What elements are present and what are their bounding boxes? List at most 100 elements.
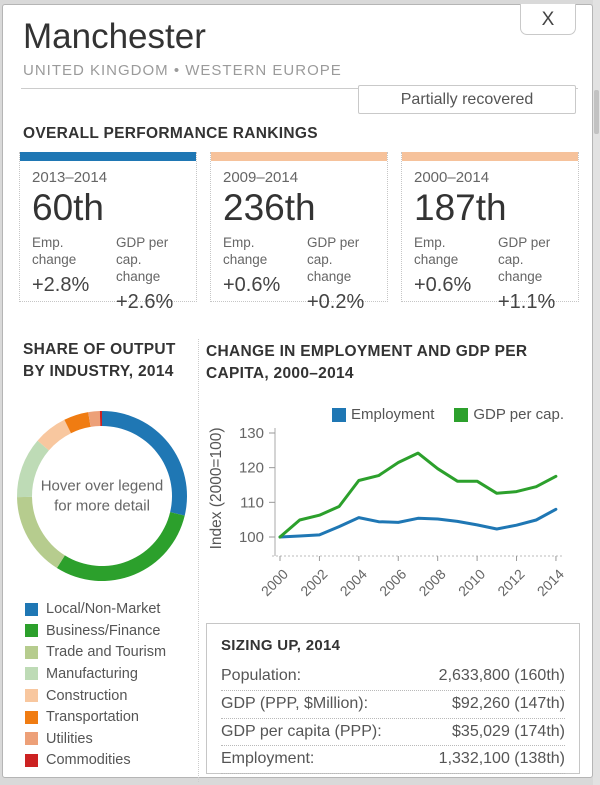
city-profile-card: X Manchester UNITED KINGDOM • WESTERN EU… <box>2 4 593 782</box>
industry-chart-title: SHARE OF OUTPUT BY INDUSTRY, 2014 <box>23 341 176 380</box>
legend-entry-label: GDP per cap. <box>473 406 564 424</box>
legend-item-trade-tourism[interactable]: Trade and Tourism <box>25 642 198 664</box>
gdp-per-cap--line <box>278 451 558 539</box>
row-label: GDP per capita (PPP): <box>221 722 382 740</box>
gdp-change-value: +1.1% <box>498 290 556 313</box>
gdp-change-value: +0.2% <box>307 290 365 313</box>
legend-item-label: Local/Non-Market <box>46 601 161 618</box>
legend-item-manufacturing[interactable]: Manufacturing <box>25 663 198 685</box>
x-tick-label: 2006 <box>376 566 409 599</box>
legend-item-label: Commodities <box>46 752 131 769</box>
table-row-gdp: GDP (PPP, $Million): $92,260 (147th) <box>221 691 565 719</box>
x-tick-label: 2014 <box>534 566 567 599</box>
legend-swatch <box>25 689 38 703</box>
row-label: GDP (PPP, $Million): <box>221 694 369 712</box>
donut-segment-commodities[interactable] <box>99 411 102 427</box>
row-value: $35,029 (174th) <box>452 722 565 740</box>
row-label: Population: <box>221 667 302 685</box>
rank-period: 2013–2014 <box>32 169 108 186</box>
legend-entry-gdp-per-cap[interactable]: GDP per cap. <box>454 406 564 423</box>
x-tick-label: 2012 <box>494 566 527 599</box>
y-tick-label: 130 <box>239 425 264 442</box>
x-tick-label: 2002 <box>297 566 330 599</box>
trend-column: CHANGE IN EMPLOYMENT AND GDP PER CAPITA,… <box>198 339 582 782</box>
rank-value: 236th <box>223 187 316 228</box>
line-chart-svg: 100 110 120 130 Index (2000=100) 2000 2002 2004… <box>208 425 567 599</box>
location-subtitle: UNITED KINGDOM • WESTERN EUROPE <box>23 62 342 79</box>
industry-legend: Local/Non-Market Business/Finance Trade … <box>25 598 198 771</box>
rank-card-2000-2014: 2000–2014 187th Emp. change +0.6% GDP pe… <box>401 152 579 313</box>
donut-segment-business-finance[interactable] <box>56 512 185 582</box>
legend-swatch <box>25 645 38 659</box>
page-title: Manchester <box>23 17 206 56</box>
row-value: 1,332,100 (138th) <box>438 750 565 768</box>
rank-period: 2000–2014 <box>414 169 490 186</box>
donut-segment-construction[interactable] <box>37 420 72 451</box>
recovery-status-button[interactable]: Partially recovered <box>358 85 576 114</box>
donut-segment-utilities[interactable] <box>88 411 101 428</box>
legend-swatch <box>25 710 38 724</box>
row-value: 2,633,800 (160th) <box>438 667 565 685</box>
sizing-up-box: SIZING UP, 2014 Population: 2,633,800 (1… <box>206 623 580 775</box>
header: Manchester UNITED KINGDOM • WESTERN EURO… <box>3 5 592 79</box>
rank-value: 60th <box>32 187 105 228</box>
emp-change-value: +2.8% <box>32 273 90 296</box>
legend-entry-label: Employment <box>351 406 435 424</box>
emp-change-value: +0.6% <box>223 273 281 296</box>
row-value: $92,260 (147th) <box>452 694 565 712</box>
donut-svg <box>17 411 187 582</box>
legend-swatch <box>25 667 38 681</box>
legend-swatch <box>25 602 38 616</box>
legend-item-label: Trade and Tourism <box>46 644 167 661</box>
donut-center-hint: Hover over legend for more detail <box>40 477 164 515</box>
rank-card-accent-bar <box>20 152 196 161</box>
industry-donut-chart: Hover over legend for more detail <box>16 410 188 582</box>
legend-item-commodities[interactable]: Commodities <box>25 750 198 772</box>
line-chart-legend: Employment GDP per cap. <box>206 406 564 423</box>
row-label: Employment: <box>221 750 315 768</box>
rankings-heading: OVERALL PERFORMANCE RANKINGS <box>23 125 318 142</box>
x-tick-label: 2004 <box>337 566 370 599</box>
donut-segment-transportation[interactable] <box>64 412 91 434</box>
page-scrollbar-thumb[interactable] <box>594 90 599 134</box>
y-tick-label: 110 <box>240 495 264 512</box>
table-row-population: Population: 2,633,800 (160th) <box>221 663 565 691</box>
table-row-employment: Employment: 1,332,100 (138th) <box>221 746 565 774</box>
legend-item-label: Utilities <box>46 730 93 747</box>
donut-segment-trade-and-tourism[interactable] <box>17 497 65 569</box>
rank-card-2009-2014: 2009–2014 236th Emp. change +0.6% GDP pe… <box>210 152 388 313</box>
legend-item-construction[interactable]: Construction <box>25 685 198 707</box>
x-tick-label: 2010 <box>455 566 488 599</box>
donut-segment-local-non-market[interactable] <box>102 411 187 516</box>
legend-item-transportation[interactable]: Transportation <box>25 706 198 728</box>
emp-change-label: Emp. change <box>223 235 268 267</box>
close-button[interactable]: X <box>520 4 576 35</box>
gdp-change-label: GDP per cap. change <box>116 235 169 284</box>
legend-item-business-finance[interactable]: Business/Finance <box>25 620 198 642</box>
donut-segment-manufacturing[interactable] <box>17 440 49 498</box>
gdp-change-label: GDP per cap. change <box>498 235 551 284</box>
rank-value: 187th <box>414 187 507 228</box>
gdp-change-value: +2.6% <box>116 290 174 313</box>
y-tick-label: 120 <box>239 460 264 477</box>
header-divider <box>21 88 578 89</box>
emp-change-label: Emp. change <box>414 235 459 267</box>
legend-swatch <box>25 624 38 638</box>
y-tick-label: 100 <box>239 529 264 546</box>
legend-swatch <box>454 407 469 422</box>
emp-change-label: Emp. change <box>32 235 77 267</box>
rank-card-2013-2014: 2013–2014 60th Emp. change +2.8% GDP per… <box>19 152 197 313</box>
legend-entry-employment[interactable]: Employment <box>332 406 434 423</box>
x-tick-label: 2000 <box>258 566 291 599</box>
industry-column: SHARE OF OUTPUT BY INDUSTRY, 2014 Hover … <box>17 339 198 782</box>
sizing-heading: SIZING UP, 2014 <box>221 637 341 655</box>
page-scrollbar-track[interactable] <box>593 0 600 785</box>
rank-card-accent-bar <box>402 152 578 161</box>
y-axis-title: Index (2000=100) <box>208 428 225 550</box>
legend-item-local-non-market[interactable]: Local/Non-Market <box>25 598 198 620</box>
legend-item-label: Transportation <box>46 709 139 726</box>
legend-item-utilities[interactable]: Utilities <box>25 728 198 750</box>
legend-item-label: Business/Finance <box>46 622 161 639</box>
gdp-change-label: GDP per cap. change <box>307 235 360 284</box>
legend-item-label: Manufacturing <box>46 665 138 682</box>
